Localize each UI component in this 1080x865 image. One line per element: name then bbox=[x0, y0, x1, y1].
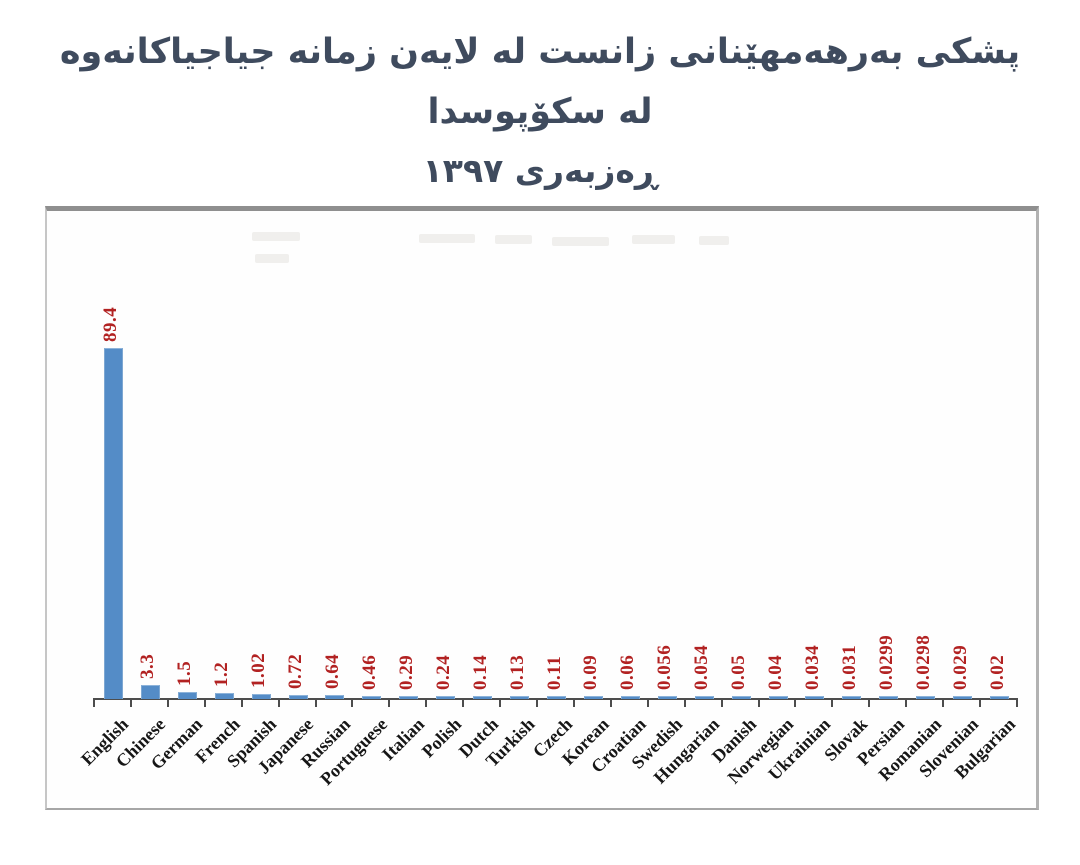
bar-hungarian bbox=[694, 695, 714, 699]
bar-danish bbox=[731, 695, 751, 699]
x-axis-tick bbox=[794, 698, 797, 707]
value-label-slovak: 0.031 bbox=[838, 644, 860, 690]
bar-slovak bbox=[842, 695, 862, 699]
x-axis-tick bbox=[388, 698, 391, 707]
bar-english bbox=[103, 348, 123, 699]
x-axis-tick bbox=[314, 698, 317, 707]
faint-artifact bbox=[699, 236, 729, 245]
x-axis-tick bbox=[646, 698, 649, 707]
bar-turkish bbox=[510, 695, 530, 699]
value-label-russian: 0.64 bbox=[321, 654, 343, 690]
value-label-ukrainian: 0.034 bbox=[801, 644, 823, 690]
x-axis-tick bbox=[609, 698, 612, 707]
value-label-norwegian: 0.04 bbox=[765, 654, 787, 690]
value-label-italian: 0.29 bbox=[395, 654, 417, 690]
bar-ukrainian bbox=[805, 695, 825, 699]
value-label-hungarian: 0.054 bbox=[691, 644, 713, 690]
faint-artifact bbox=[419, 234, 475, 243]
bar-japanese bbox=[288, 695, 308, 699]
bar-russian bbox=[325, 695, 345, 699]
bar-german bbox=[177, 692, 197, 699]
x-axis-tick bbox=[979, 698, 982, 707]
value-label-czech: 0.11 bbox=[543, 655, 565, 690]
value-label-slovenian: 0.029 bbox=[949, 644, 971, 690]
bar-dutch bbox=[473, 695, 493, 699]
x-axis-tick bbox=[166, 698, 169, 707]
x-axis-tick bbox=[683, 698, 686, 707]
x-axis-tick bbox=[831, 698, 834, 707]
bar-italian bbox=[399, 695, 419, 699]
bar-french bbox=[214, 693, 234, 699]
category-label-polish: Polish bbox=[417, 714, 465, 762]
x-axis-tick bbox=[351, 698, 354, 707]
x-axis-tick bbox=[905, 698, 908, 707]
chart-frame: 89.4 English 3.3 Chinese 1.5 German 1.2 French 1… bbox=[45, 206, 1039, 810]
bar-chart-plot-area: 89.4 English 3.3 Chinese 1.5 German 1.2 French 1… bbox=[47, 211, 1036, 808]
value-label-romanian: 0.0298 bbox=[912, 634, 934, 690]
faint-artifact bbox=[632, 235, 675, 244]
value-label-persian: 0.0299 bbox=[875, 634, 897, 690]
value-label-portuguese: 0.46 bbox=[358, 654, 380, 690]
value-label-swedish: 0.056 bbox=[654, 644, 676, 690]
value-label-turkish: 0.13 bbox=[506, 654, 528, 690]
x-axis-tick bbox=[425, 698, 428, 707]
value-label-english: 89.4 bbox=[100, 306, 122, 342]
faint-artifact bbox=[252, 232, 300, 241]
bar-croatian bbox=[620, 695, 640, 699]
x-axis-tick bbox=[93, 698, 95, 707]
x-axis-tick bbox=[462, 698, 465, 707]
x-axis-tick bbox=[868, 698, 871, 707]
bar-portuguese bbox=[362, 695, 382, 699]
x-axis-line bbox=[93, 698, 1018, 700]
bar-czech bbox=[547, 695, 566, 699]
x-axis-tick bbox=[572, 698, 575, 707]
faint-artifact bbox=[552, 237, 609, 246]
bar-chinese bbox=[140, 685, 160, 699]
x-axis-tick bbox=[203, 698, 206, 707]
x-axis-tick bbox=[1016, 698, 1018, 707]
bar-romanian bbox=[916, 695, 936, 699]
bar-slovenian bbox=[953, 695, 973, 699]
faint-artifact bbox=[495, 235, 532, 244]
x-axis-tick bbox=[129, 698, 132, 707]
bar-spanish bbox=[251, 694, 271, 699]
value-label-croatian: 0.06 bbox=[617, 654, 639, 690]
value-label-chinese: 3.3 bbox=[137, 653, 159, 680]
x-axis-tick bbox=[757, 698, 760, 707]
bar-polish bbox=[436, 695, 456, 699]
value-label-german: 1.5 bbox=[174, 660, 196, 687]
bar-bulgarian bbox=[990, 695, 1010, 699]
value-label-french: 1.2 bbox=[211, 662, 233, 688]
chart-title-block: پشکی بەرهەمهێنانی زانست لە لایەن زمانە ج… bbox=[40, 22, 1040, 200]
x-axis-tick bbox=[536, 698, 539, 707]
chart-title-line-1: پشکی بەرهەمهێنانی زانست لە لایەن زمانە ج… bbox=[59, 32, 1021, 132]
bar-korean bbox=[583, 695, 603, 699]
value-label-japanese: 0.72 bbox=[285, 653, 307, 690]
value-label-danish: 0.05 bbox=[728, 654, 750, 690]
value-label-bulgarian: 0.02 bbox=[986, 654, 1008, 690]
bar-persian bbox=[879, 695, 899, 699]
bar-norwegian bbox=[768, 695, 788, 699]
x-axis-tick bbox=[277, 698, 280, 707]
value-label-dutch: 0.14 bbox=[469, 654, 491, 690]
value-label-korean: 0.09 bbox=[580, 654, 602, 690]
value-label-spanish: 1.02 bbox=[248, 652, 270, 688]
x-axis-tick bbox=[720, 698, 723, 707]
value-label-polish: 0.24 bbox=[432, 654, 454, 690]
x-axis-tick bbox=[240, 698, 243, 707]
x-axis-tick bbox=[499, 698, 502, 707]
x-axis-tick bbox=[942, 698, 945, 707]
bar-swedish bbox=[657, 695, 677, 699]
chart-title-line-2: ڕەزبەری ١٣٩٧ bbox=[422, 151, 658, 190]
faint-artifact bbox=[255, 254, 289, 263]
